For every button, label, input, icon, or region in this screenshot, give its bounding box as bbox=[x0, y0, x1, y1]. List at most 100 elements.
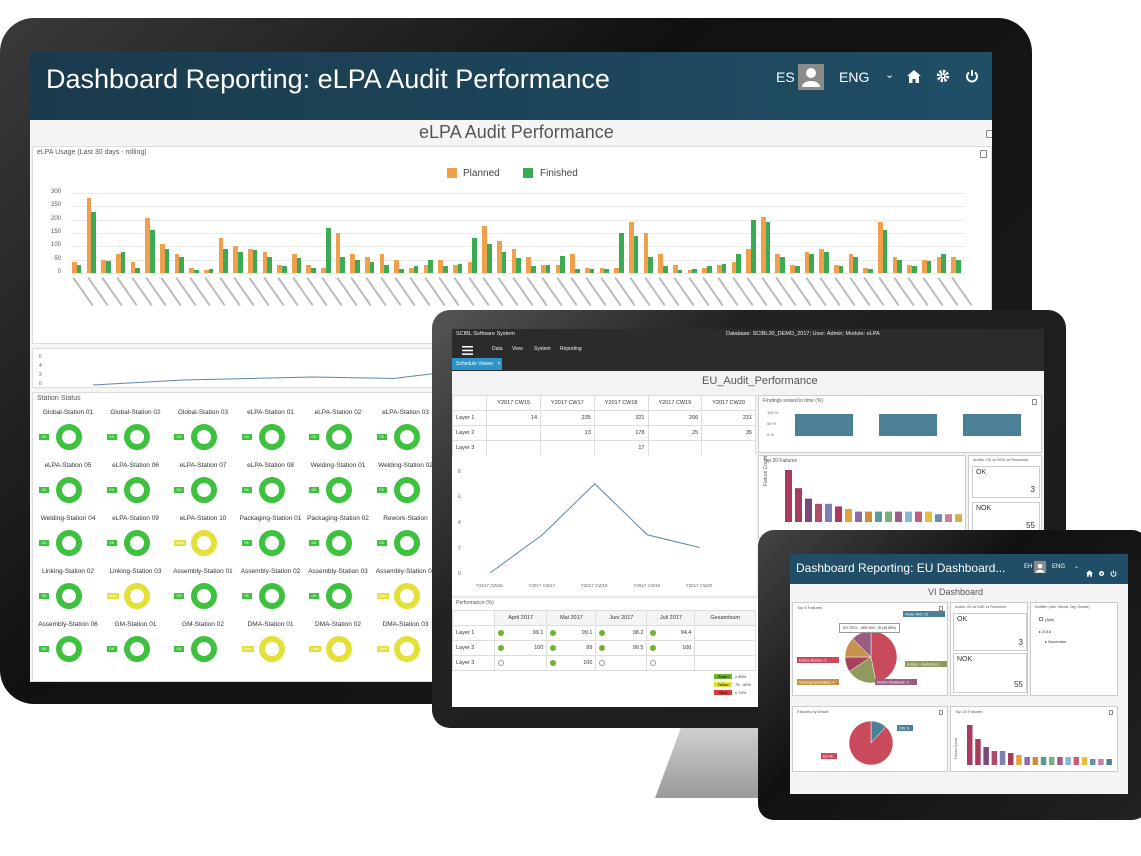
bar-planned[interactable] bbox=[760, 217, 766, 273]
bar-finished[interactable] bbox=[853, 257, 859, 273]
bar-planned[interactable] bbox=[716, 265, 722, 273]
bar-finished[interactable] bbox=[252, 250, 258, 273]
export-icon[interactable] bbox=[939, 606, 943, 611]
bar-finished[interactable] bbox=[882, 230, 888, 273]
column-header[interactable]: Juni 2017 bbox=[595, 610, 648, 626]
bar-planned[interactable] bbox=[423, 265, 429, 273]
bar-finished[interactable] bbox=[589, 269, 595, 273]
bar-finished[interactable] bbox=[428, 259, 434, 273]
bar-planned[interactable] bbox=[467, 262, 473, 273]
bar-planned[interactable] bbox=[878, 222, 883, 273]
bar-finished[interactable] bbox=[794, 266, 800, 273]
bar-finished[interactable] bbox=[487, 243, 492, 273]
column-header[interactable]: Mai 2017 bbox=[546, 610, 597, 626]
bar-finished[interactable] bbox=[281, 266, 287, 273]
bar-planned[interactable] bbox=[614, 267, 619, 273]
bar-finished[interactable] bbox=[91, 211, 97, 273]
bar-finished[interactable] bbox=[941, 254, 947, 273]
bar-planned[interactable] bbox=[438, 259, 444, 273]
power-icon[interactable] bbox=[1110, 564, 1117, 582]
menu-view[interactable]: View bbox=[512, 346, 523, 352]
bar-finished[interactable] bbox=[574, 269, 580, 273]
bar-planned[interactable] bbox=[687, 270, 693, 273]
bar-planned[interactable] bbox=[453, 265, 458, 273]
bar-planned[interactable] bbox=[379, 254, 385, 273]
bar-planned[interactable] bbox=[291, 254, 297, 273]
bar-planned[interactable] bbox=[409, 267, 414, 273]
export-icon[interactable] bbox=[1109, 710, 1113, 715]
bar-finished[interactable] bbox=[838, 266, 844, 273]
column-header[interactable]: Gesamtsum bbox=[694, 610, 756, 626]
bar-finished[interactable] bbox=[531, 266, 536, 273]
station-tile[interactable]: Welding-Station 04 OK bbox=[35, 515, 101, 567]
tab-schedule-viewer[interactable]: Schedule Viewer × bbox=[452, 358, 502, 370]
station-tile[interactable]: Assembly-Station 03 OK bbox=[305, 568, 371, 620]
legend-finished[interactable]: Finished bbox=[540, 168, 578, 179]
column-header[interactable]: Y2017 CW19 bbox=[647, 395, 703, 411]
bar-planned[interactable] bbox=[72, 262, 77, 273]
language-selector[interactable]: ENG bbox=[839, 69, 870, 85]
bar-planned[interactable] bbox=[233, 246, 238, 273]
expand-icon[interactable]: ▸ bbox=[1045, 639, 1049, 644]
bar-finished[interactable] bbox=[399, 269, 404, 273]
bar-finished[interactable] bbox=[76, 265, 82, 273]
station-tile[interactable]: Assembly-Station 02 OK bbox=[238, 568, 304, 620]
bar-finished[interactable] bbox=[223, 249, 228, 273]
bar-finished[interactable] bbox=[560, 255, 566, 273]
export-icon[interactable] bbox=[980, 150, 987, 158]
bar-planned[interactable] bbox=[159, 243, 165, 273]
filter-item-all[interactable]: (Alle) bbox=[1039, 617, 1054, 622]
column-header[interactable]: Y2017 CW18 bbox=[593, 395, 649, 411]
bar-planned[interactable] bbox=[584, 267, 590, 273]
bar-finished[interactable] bbox=[237, 251, 243, 273]
menu-system[interactable]: System bbox=[534, 346, 551, 352]
bar-finished[interactable] bbox=[355, 259, 360, 273]
bar-planned[interactable] bbox=[115, 254, 121, 273]
bar-planned[interactable] bbox=[540, 265, 546, 273]
bar-planned[interactable] bbox=[203, 270, 209, 273]
bar-finished[interactable] bbox=[413, 266, 419, 273]
bar-finished[interactable] bbox=[149, 230, 155, 273]
bar-planned[interactable] bbox=[277, 265, 282, 273]
bar-finished[interactable] bbox=[824, 251, 829, 273]
bar-finished[interactable] bbox=[897, 259, 903, 273]
home-icon[interactable] bbox=[907, 70, 921, 88]
bar-planned[interactable] bbox=[247, 249, 253, 273]
bar-finished[interactable] bbox=[956, 259, 961, 273]
bar-finished[interactable] bbox=[135, 267, 140, 273]
bar-finished[interactable] bbox=[648, 257, 653, 273]
bar-finished[interactable] bbox=[457, 263, 463, 273]
station-tile[interactable]: eLPA-Station 10 Open bbox=[170, 515, 236, 567]
bar-planned[interactable] bbox=[482, 226, 488, 273]
bar-planned[interactable] bbox=[672, 265, 678, 273]
column-header[interactable]: Y2017 CW17 bbox=[540, 395, 595, 411]
station-tile[interactable]: Linking-Station 03 Open bbox=[103, 568, 169, 620]
station-tile[interactable]: GM-Station 02 OK bbox=[170, 621, 236, 673]
bar-finished[interactable] bbox=[208, 269, 214, 273]
user-initials[interactable]: ES bbox=[776, 69, 795, 85]
hamburger-menu-icon[interactable] bbox=[462, 342, 473, 360]
bar-planned[interactable] bbox=[321, 267, 326, 273]
bar-finished[interactable] bbox=[780, 257, 785, 273]
station-tile[interactable]: eLPA-Station 06 OK bbox=[103, 462, 169, 514]
station-tile[interactable]: DMA-Station 01 Open bbox=[238, 621, 304, 673]
bar-planned[interactable] bbox=[145, 218, 150, 273]
bar-planned[interactable] bbox=[658, 254, 663, 273]
bar-finished[interactable] bbox=[516, 258, 522, 273]
bar-finished[interactable] bbox=[750, 219, 756, 273]
bar-planned[interactable] bbox=[746, 249, 751, 273]
bar-finished[interactable] bbox=[472, 238, 478, 273]
bar-finished[interactable] bbox=[604, 269, 609, 273]
bar-finished[interactable] bbox=[809, 254, 815, 273]
bar-finished[interactable] bbox=[736, 254, 741, 273]
bar-finished[interactable] bbox=[193, 270, 199, 273]
bar-planned[interactable] bbox=[335, 233, 341, 273]
station-tile[interactable]: Packaging-Station 01 OK bbox=[238, 515, 304, 567]
station-tile[interactable]: DMA-Station 02 Open bbox=[305, 621, 371, 673]
station-tile[interactable]: Linking-Station 02 OK bbox=[35, 568, 101, 620]
column-header[interactable]: Juli 2017 bbox=[646, 610, 696, 626]
station-tile[interactable]: Global-Station 01 OK bbox=[35, 409, 101, 461]
station-tile[interactable]: GM-Station 01 OK bbox=[103, 621, 169, 673]
language-selector[interactable]: ENG bbox=[1052, 564, 1066, 570]
bar-planned[interactable] bbox=[863, 267, 869, 273]
